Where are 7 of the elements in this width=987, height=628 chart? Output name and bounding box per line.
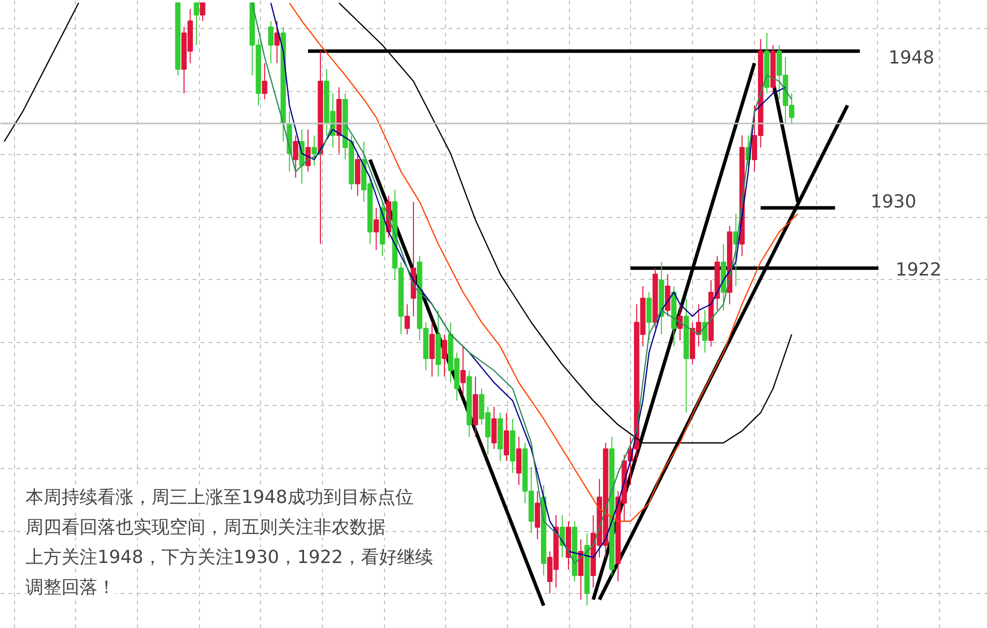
text: 1948	[888, 48, 934, 68]
annotation: 本周持续看涨，周三上涨至1948成功到目标点位	[26, 487, 414, 508]
annotation: 1930	[870, 192, 916, 212]
annotation: 调整回落！	[26, 577, 116, 598]
annotation: 周四看回落也实现空间，周五则关注非农数据	[26, 517, 386, 538]
annotation: 上方关注1948，下方关注1930，1922，看好继续	[26, 547, 433, 568]
text: 1922	[896, 260, 942, 280]
